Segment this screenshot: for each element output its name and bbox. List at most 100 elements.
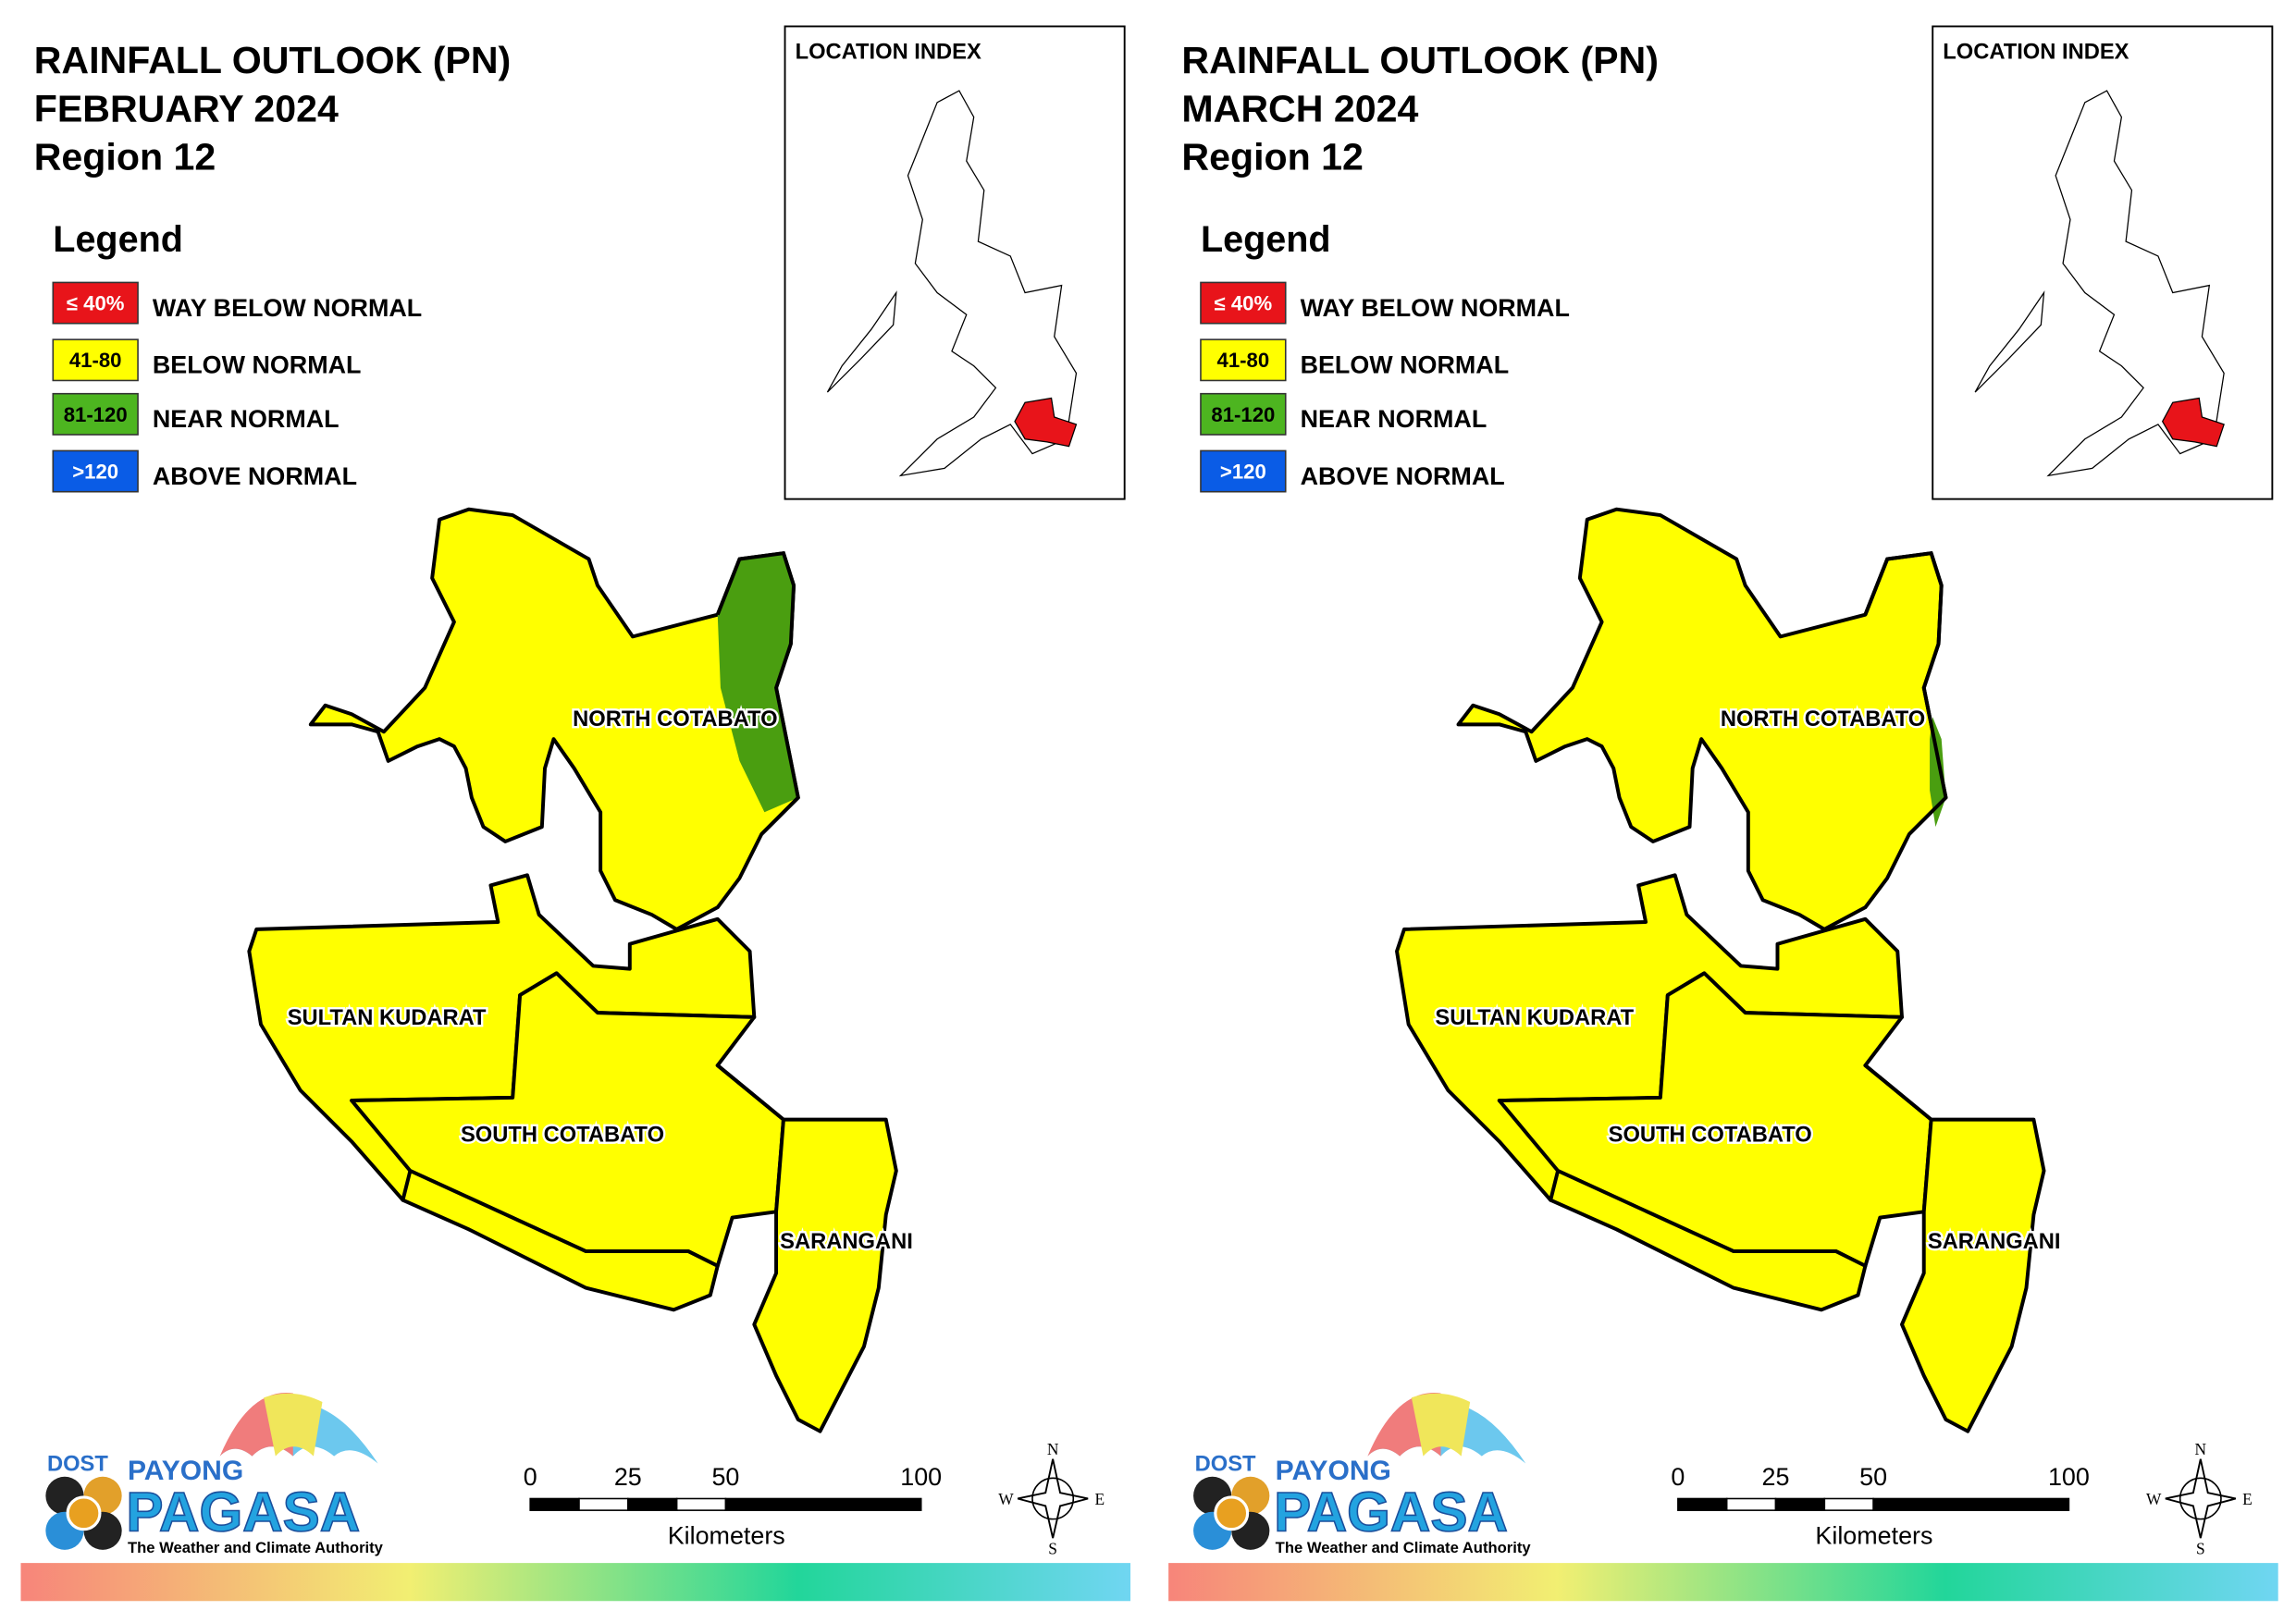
compass-letter: S bbox=[2196, 1540, 2205, 1558]
near-normal-zone bbox=[717, 553, 798, 813]
logo-seal bbox=[66, 1495, 102, 1531]
legend-swatch bbox=[52, 338, 139, 382]
province-label: SARANGANI bbox=[1928, 1230, 2061, 1254]
legend-swatch-label: 81-120 bbox=[64, 403, 128, 426]
scale-segment bbox=[724, 1497, 922, 1511]
logo-pagasa: PAGASA bbox=[126, 1481, 360, 1543]
compass-ring bbox=[1031, 1477, 1075, 1520]
scale-label: 50 bbox=[711, 1463, 739, 1491]
scale-segment bbox=[1872, 1497, 2070, 1511]
scale-label: 0 bbox=[524, 1463, 537, 1491]
legend-swatch-label: >120 bbox=[72, 460, 118, 483]
scale-label: 25 bbox=[1762, 1463, 1790, 1491]
compass-rose bbox=[2165, 1458, 2237, 1539]
legend-label: ABOVE NORMAL bbox=[153, 462, 357, 490]
scale-label: 100 bbox=[900, 1463, 942, 1491]
compass-letter: N bbox=[2195, 1440, 2207, 1458]
legend-swatch-label: ≤ 40% bbox=[1215, 291, 1273, 314]
location-index-title: LOCATION INDEX bbox=[796, 40, 981, 64]
logo-seal bbox=[1214, 1495, 1250, 1531]
legend-swatch bbox=[1200, 281, 1287, 325]
scale-segment bbox=[1677, 1497, 1728, 1511]
compass-letter: W bbox=[2146, 1490, 2162, 1508]
legend-label: BELOW NORMAL bbox=[1301, 351, 1510, 379]
location-index-title: LOCATION INDEX bbox=[1943, 40, 2129, 64]
compass-rose bbox=[1017, 1458, 1089, 1539]
legend-label: NEAR NORMAL bbox=[1301, 405, 1487, 433]
province bbox=[715, 1064, 898, 1433]
logo-payong: PAYONG bbox=[1276, 1456, 1391, 1486]
compass-letter: E bbox=[2242, 1490, 2253, 1508]
legend-swatch bbox=[52, 281, 139, 325]
logo-umbrella-mid bbox=[264, 1393, 323, 1457]
legend-swatch bbox=[1200, 392, 1287, 436]
scale-label: 100 bbox=[2048, 1463, 2090, 1491]
compass-letter: N bbox=[1047, 1440, 1059, 1458]
legend-swatch bbox=[1200, 338, 1287, 382]
province-label: SOUTH COTABATO bbox=[461, 1123, 664, 1147]
panel-title: MARCH 2024 bbox=[1181, 87, 1418, 129]
scale-label: 0 bbox=[1671, 1463, 1685, 1491]
province bbox=[1863, 1064, 2046, 1433]
philippines-outline bbox=[826, 90, 1078, 477]
panel: RAINFALL OUTLOOK (PN) MARCH 2024 Region 12… bbox=[1168, 25, 2278, 1602]
logo-tagline: The Weather and Climate Authority bbox=[128, 1539, 384, 1556]
province-label: SULTAN KUDARAT bbox=[288, 1006, 487, 1030]
compass-letter: S bbox=[1048, 1540, 1057, 1558]
logo-dost: DOST bbox=[47, 1452, 108, 1476]
legend-label: BELOW NORMAL bbox=[153, 351, 362, 379]
province-label: SULTAN KUDARAT bbox=[1435, 1006, 1634, 1030]
logo-payong: PAYONG bbox=[128, 1456, 243, 1486]
scale-label: 50 bbox=[1859, 1463, 1887, 1491]
logo-tagline: The Weather and Climate Authority bbox=[1276, 1539, 1532, 1556]
province-label: SARANGANI bbox=[780, 1230, 913, 1254]
logo-umbrella-mid bbox=[1411, 1393, 1471, 1457]
color-band bbox=[20, 1563, 1131, 1602]
compass-ring bbox=[2179, 1477, 2222, 1520]
legend-label: NEAR NORMAL bbox=[153, 405, 339, 433]
region-12-highlight bbox=[1014, 397, 1078, 448]
region-12-highlight bbox=[2161, 397, 2225, 448]
panel-title: Region 12 bbox=[34, 136, 216, 178]
compass-letter: W bbox=[998, 1490, 1014, 1508]
panel-title: FEBRUARY 2024 bbox=[34, 87, 339, 129]
legend-swatch-label: 81-120 bbox=[1211, 403, 1275, 426]
scale-segment bbox=[1725, 1497, 1777, 1511]
scale-segment bbox=[578, 1497, 629, 1511]
scale-segment bbox=[627, 1497, 678, 1511]
logo-dost: DOST bbox=[1195, 1452, 1256, 1476]
legend-swatch bbox=[52, 392, 139, 436]
province bbox=[401, 1169, 720, 1312]
legend-title: Legend bbox=[53, 219, 183, 260]
legend-label: ABOVE NORMAL bbox=[1301, 462, 1505, 490]
scale-label: 25 bbox=[614, 1463, 642, 1491]
legend-label: WAY BELOW NORMAL bbox=[153, 294, 422, 322]
panel-title: RAINFALL OUTLOOK (PN) bbox=[1181, 39, 1659, 81]
scale-segment bbox=[1823, 1497, 1874, 1511]
province-edge bbox=[1863, 551, 1948, 836]
province-edge bbox=[715, 551, 800, 836]
scale-segment bbox=[675, 1497, 727, 1511]
legend-title: Legend bbox=[1201, 219, 1331, 260]
province-label: NORTH COTABATO bbox=[573, 707, 777, 732]
scale-unit: Kilometers bbox=[668, 1522, 785, 1550]
legend-swatch-label: >120 bbox=[1220, 460, 1266, 483]
logo-pagasa: PAGASA bbox=[1274, 1481, 1508, 1543]
province-label: NORTH COTABATO bbox=[1721, 707, 1925, 732]
panel-title: RAINFALL OUTLOOK (PN) bbox=[34, 39, 512, 81]
legend-swatch-label: 41-80 bbox=[69, 349, 122, 372]
legend-swatch-label: ≤ 40% bbox=[67, 291, 125, 314]
panel: RAINFALL OUTLOOK (PN) FEBRUARY 2024 Region… bbox=[20, 25, 1131, 1602]
scale-segment bbox=[529, 1497, 580, 1511]
legend-swatch bbox=[52, 449, 139, 493]
scale-unit: Kilometers bbox=[1815, 1522, 1932, 1550]
panel-title: Region 12 bbox=[1181, 136, 1364, 178]
scale-segment bbox=[1774, 1497, 1826, 1511]
philippines-outline bbox=[1974, 90, 2225, 477]
color-band bbox=[1168, 1563, 2278, 1602]
legend-swatch-label: 41-80 bbox=[1217, 349, 1270, 372]
legend-swatch bbox=[1200, 449, 1287, 493]
compass-letter: E bbox=[1094, 1490, 1105, 1508]
